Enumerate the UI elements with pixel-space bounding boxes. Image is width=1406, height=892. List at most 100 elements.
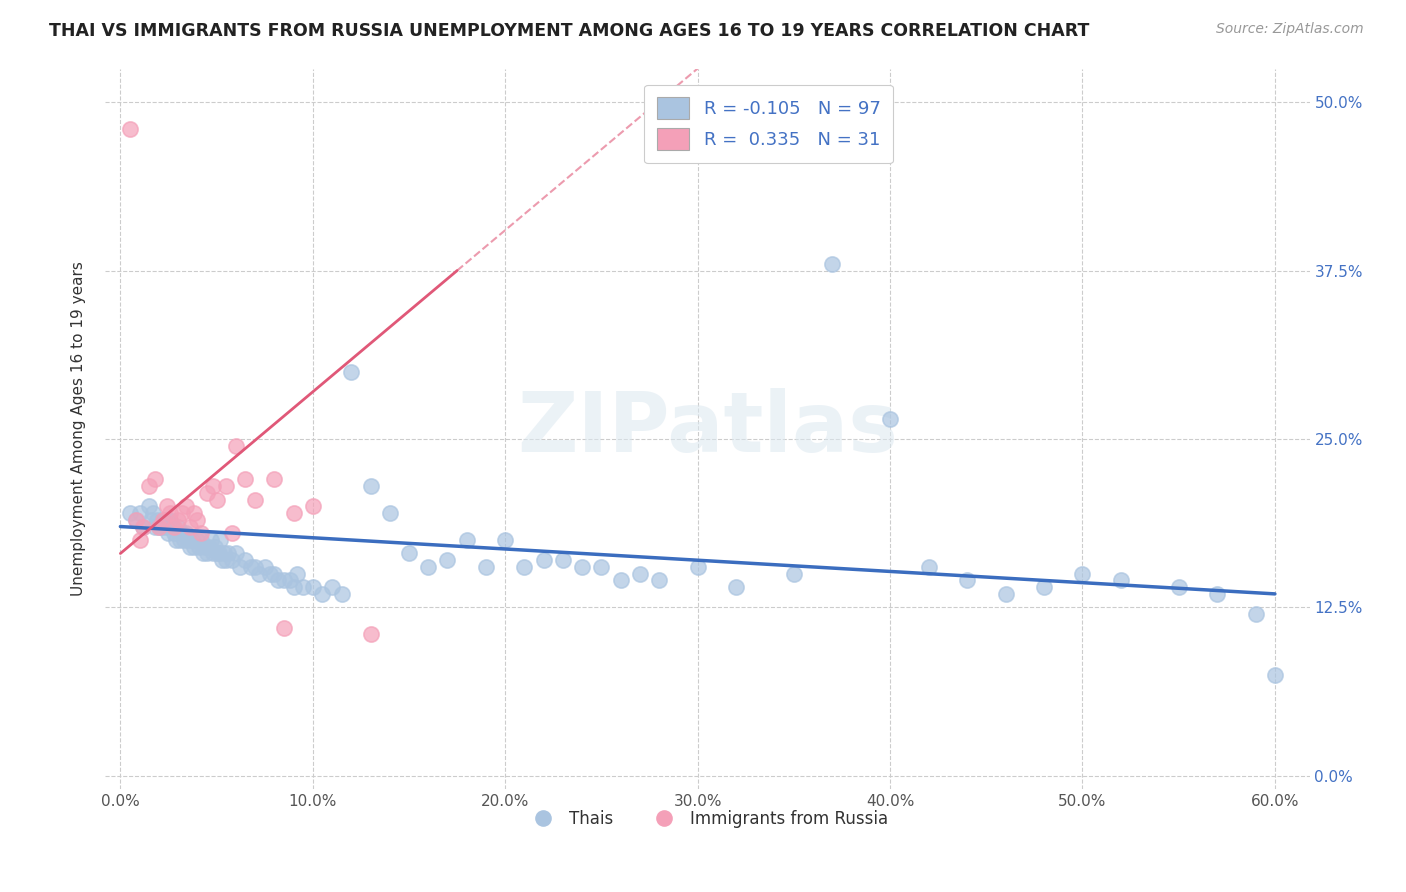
Point	[273, 574, 295, 588]
Point	[330, 587, 353, 601]
Point	[360, 627, 382, 641]
Point	[162, 519, 184, 533]
Point	[205, 546, 228, 560]
Point	[243, 560, 266, 574]
Point	[173, 533, 195, 547]
Point	[188, 540, 211, 554]
Point	[169, 533, 191, 547]
Point	[221, 553, 243, 567]
Point	[994, 587, 1017, 601]
Point	[321, 580, 343, 594]
Point	[292, 580, 315, 594]
Point	[159, 506, 181, 520]
Point	[201, 546, 224, 560]
Point	[191, 546, 214, 560]
Point	[725, 580, 748, 594]
Point	[141, 513, 163, 527]
Point	[142, 506, 165, 520]
Point	[190, 533, 212, 547]
Point	[170, 526, 193, 541]
Point	[143, 472, 166, 486]
Point	[125, 513, 148, 527]
Point	[194, 540, 217, 554]
Point	[494, 533, 516, 547]
Point	[186, 533, 208, 547]
Point	[201, 479, 224, 493]
Point	[475, 560, 498, 574]
Point	[217, 546, 239, 560]
Point	[207, 546, 229, 560]
Point	[167, 513, 190, 527]
Y-axis label: Unemployment Among Ages 16 to 19 years: Unemployment Among Ages 16 to 19 years	[72, 261, 86, 597]
Point	[143, 519, 166, 533]
Point	[591, 560, 613, 574]
Point	[179, 540, 201, 554]
Point	[153, 519, 176, 533]
Point	[1206, 587, 1229, 601]
Point	[436, 553, 458, 567]
Point	[648, 574, 671, 588]
Point	[190, 526, 212, 541]
Point	[879, 411, 901, 425]
Point	[138, 500, 160, 514]
Point	[821, 257, 844, 271]
Point	[148, 519, 170, 533]
Point	[209, 533, 232, 547]
Point	[235, 553, 257, 567]
Point	[174, 500, 197, 514]
Point	[211, 553, 233, 567]
Point	[263, 472, 285, 486]
Point	[180, 533, 202, 547]
Point	[179, 519, 201, 533]
Point	[215, 553, 238, 567]
Point	[132, 519, 155, 533]
Point	[243, 492, 266, 507]
Point	[956, 574, 979, 588]
Point	[215, 479, 238, 493]
Point	[609, 574, 631, 588]
Point	[200, 533, 222, 547]
Point	[686, 560, 709, 574]
Point	[228, 560, 250, 574]
Point	[917, 560, 939, 574]
Point	[783, 566, 806, 581]
Point	[398, 546, 420, 560]
Point	[152, 513, 174, 527]
Point	[195, 486, 218, 500]
Point	[628, 566, 651, 581]
Point	[340, 365, 363, 379]
Point	[278, 574, 301, 588]
Point	[311, 587, 333, 601]
Point	[253, 560, 276, 574]
Point	[263, 566, 285, 581]
Point	[273, 621, 295, 635]
Point	[214, 546, 236, 560]
Point	[183, 506, 205, 520]
Point	[195, 546, 218, 560]
Point	[225, 546, 247, 560]
Point	[259, 566, 281, 581]
Point	[204, 540, 226, 554]
Point	[149, 519, 172, 533]
Point	[155, 500, 177, 514]
Point	[513, 560, 536, 574]
Point	[146, 513, 169, 527]
Point	[360, 479, 382, 493]
Point	[152, 513, 174, 527]
Point	[533, 553, 555, 567]
Point	[301, 500, 323, 514]
Point	[125, 513, 148, 527]
Point	[287, 566, 309, 581]
Point	[159, 513, 181, 527]
Point	[186, 513, 208, 527]
Text: ZIPatlas: ZIPatlas	[517, 388, 898, 469]
Point	[138, 479, 160, 493]
Point	[205, 492, 228, 507]
Point	[148, 519, 170, 533]
Point	[283, 580, 305, 594]
Point	[221, 526, 243, 541]
Point	[165, 533, 187, 547]
Point	[456, 533, 478, 547]
Point	[118, 122, 141, 136]
Point	[157, 526, 180, 541]
